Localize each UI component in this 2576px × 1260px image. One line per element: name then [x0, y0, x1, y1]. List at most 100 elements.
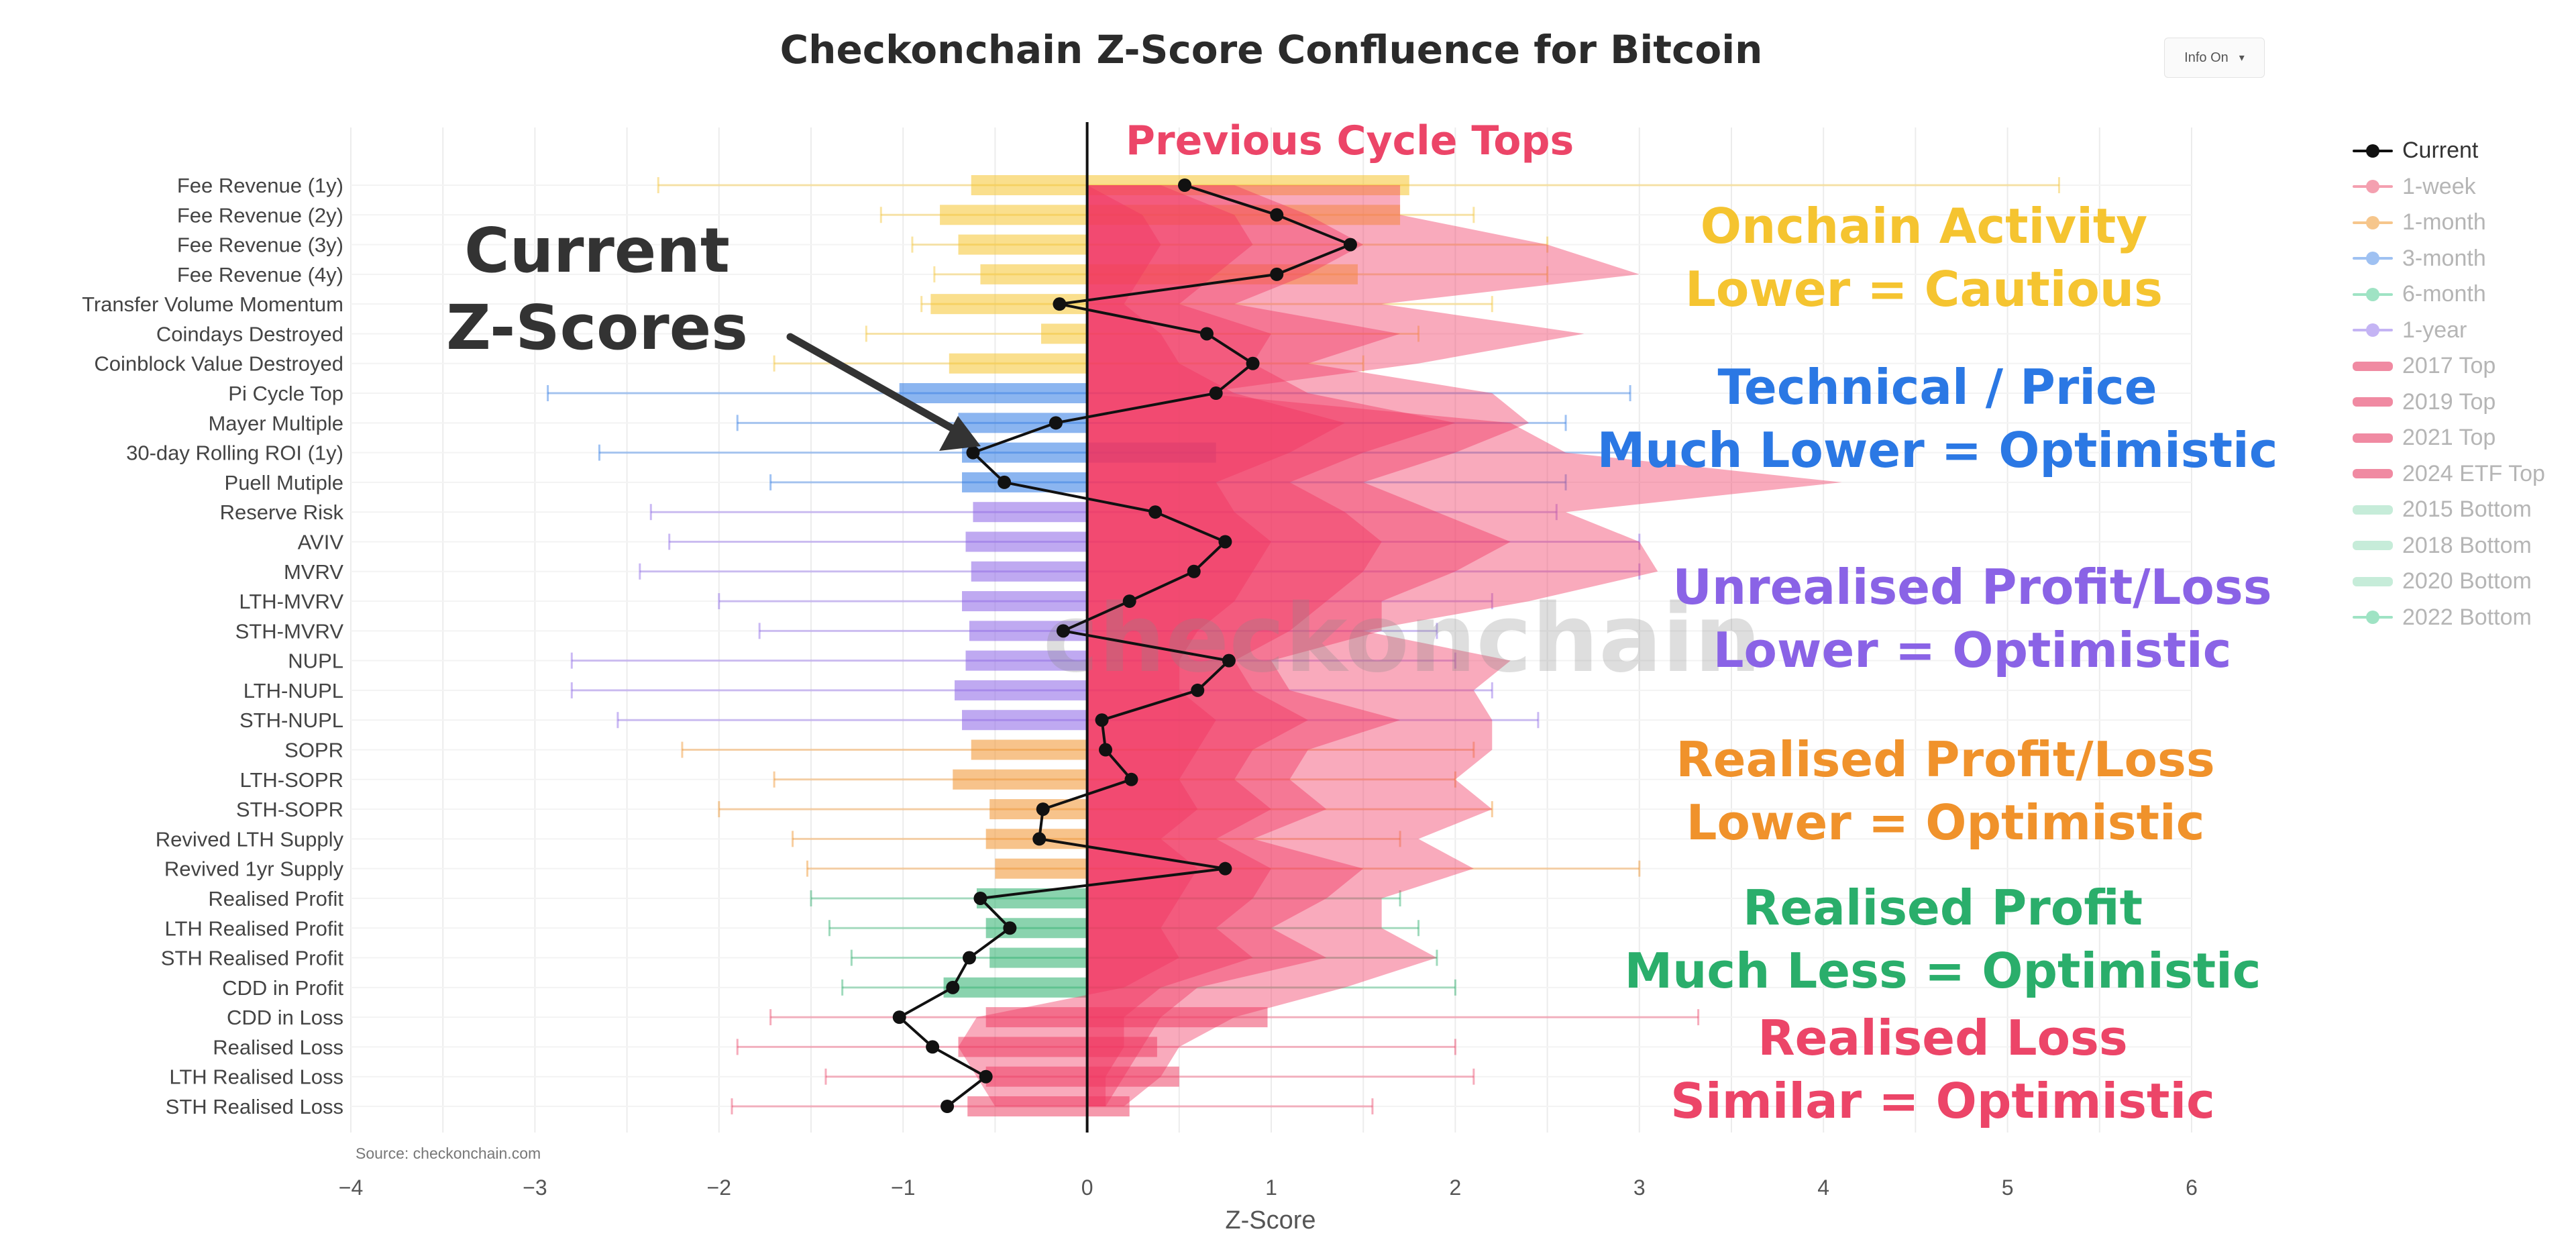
category-label: Realised Loss: [213, 1035, 343, 1059]
current-point: [1053, 297, 1067, 311]
category-annotation: Realised Profit/Loss Lower = Optimistic: [1597, 728, 2294, 854]
current-point: [1218, 535, 1232, 549]
annotation-line: Lower = Optimistic: [1686, 794, 2205, 851]
current-series: [892, 178, 1357, 1113]
iqr-bar: [958, 234, 1087, 255]
legend-line-dot-icon: [2351, 141, 2394, 161]
chart-title: Checkonchain Z-Score Confluence for Bitc…: [780, 27, 1763, 72]
x-tick-label: 0: [1081, 1175, 1093, 1200]
legend-label: 2024 ETF Top: [2402, 460, 2545, 486]
watermark: checkonchain: [1043, 584, 1762, 694]
current-z-scores-label-line2: Z-Scores: [446, 292, 748, 364]
x-tick-labels: −4 −3 −2 −1 0 1 2 3 4 5 6: [339, 1175, 2198, 1200]
category-label: Fee Revenue (3y): [177, 233, 343, 257]
source-note: Source: checkonchain.com: [356, 1145, 541, 1162]
iqr-bar: [958, 413, 1087, 433]
category-annotation: Onchain Activity Lower = Cautious: [1575, 195, 2273, 321]
current-point: [892, 1010, 906, 1025]
legend-label: 1-week: [2402, 173, 2476, 199]
legend-item[interactable]: 2022 Bottom: [2351, 600, 2573, 636]
current-point: [1056, 624, 1070, 638]
category-labels: Fee Revenue (1y) Fee Revenue (2y) Fee Reve…: [82, 174, 343, 1118]
iqr-bar: [985, 1066, 1179, 1087]
category-label: STH Realised Loss: [166, 1095, 343, 1118]
iqr-bar: [899, 383, 1087, 404]
category-annotation: Technical / Price Much Lower = Optimistic: [1589, 356, 2286, 482]
category-label: Mayer Multiple: [208, 411, 343, 435]
legend-item[interactable]: 1-week: [2351, 169, 2573, 205]
annotation-line: Realised Profit/Loss: [1676, 731, 2215, 788]
x-tick-label: 5: [2002, 1175, 2014, 1200]
x-tick-label: 6: [2186, 1175, 2198, 1200]
category-label: STH-SOPR: [236, 798, 343, 821]
info-toggle-dropdown[interactable]: Info On ▾: [2164, 38, 2265, 78]
cycle-top-areas: [958, 185, 1842, 1106]
legend-band-icon: [2351, 464, 2394, 484]
iqr-bar: [962, 710, 1087, 731]
legend-item[interactable]: 1-month: [2351, 205, 2573, 241]
annotation-line: Onchain Activity: [1700, 198, 2148, 254]
current-point: [1343, 238, 1357, 252]
iqr-bar: [973, 502, 1087, 523]
legend-item[interactable]: 2024 ETF Top: [2351, 456, 2573, 492]
category-label: Puell Mutiple: [225, 471, 343, 494]
legend-item[interactable]: 2018 Bottom: [2351, 528, 2573, 564]
current-point: [1209, 386, 1223, 401]
legend-item[interactable]: 2017 Top: [2351, 348, 2573, 384]
iqr-bar: [965, 531, 1087, 552]
caret-down-icon: ▾: [2239, 52, 2245, 64]
x-tick-label: −2: [707, 1175, 731, 1200]
legend-line-dot-icon: [2351, 176, 2394, 197]
legend-line-dot-icon: [2351, 320, 2394, 340]
current-point: [941, 1100, 955, 1113]
current-point: [1049, 416, 1063, 430]
current-point: [1124, 772, 1138, 786]
cycle-top-area: [1087, 185, 1456, 1106]
legend-item[interactable]: 6-month: [2351, 276, 2573, 313]
legend-line-dot-icon: [2351, 284, 2394, 305]
legend-label: 6-month: [2402, 281, 2486, 307]
category-label: Revived 1yr Supply: [164, 857, 344, 881]
annotation-line: Lower = Optimistic: [1713, 622, 2232, 678]
iqr-bar: [989, 947, 1087, 968]
legend-label: 2018 Bottom: [2402, 532, 2532, 558]
category-label: LTH-SOPR: [240, 768, 343, 792]
annotation-line: Lower = Cautious: [1684, 261, 2163, 317]
annotation-line: Unrealised Profit/Loss: [1672, 559, 2272, 615]
legend-band-icon: [2351, 428, 2394, 448]
legend-item[interactable]: 2015 Bottom: [2351, 492, 2573, 528]
legend-label: 2022 Bottom: [2402, 604, 2532, 630]
category-label: Coinblock Value Destroyed: [94, 352, 343, 376]
iqr-bar: [967, 1096, 1130, 1116]
category-annotation: Unrealised Profit/Loss Lower = Optimistic: [1623, 556, 2321, 682]
category-label: 30-day Rolling ROI (1y): [126, 441, 343, 465]
legend-item[interactable]: 2019 Top: [2351, 384, 2573, 421]
legend-label: Current: [2402, 138, 2479, 164]
category-label: LTH Realised Loss: [169, 1065, 343, 1089]
current-point: [1003, 921, 1017, 935]
legend-item[interactable]: Current: [2351, 133, 2573, 169]
iqr-bar: [953, 769, 1087, 790]
legend-item[interactable]: 3-month: [2351, 241, 2573, 277]
legend-band-icon: [2351, 356, 2394, 376]
iqr-bar: [985, 1007, 1268, 1028]
current-point: [1178, 178, 1192, 192]
category-label: Coindays Destroyed: [156, 322, 343, 346]
current-point: [966, 445, 980, 460]
current-point: [962, 951, 976, 965]
legend-label: 2021 Top: [2402, 425, 2496, 451]
current-point: [1148, 505, 1163, 519]
cycle-top-area: [1087, 185, 1529, 1106]
current-point: [979, 1069, 993, 1084]
iqr-bar-layer: [899, 175, 1409, 1116]
x-tick-label: −1: [891, 1175, 915, 1200]
legend-item[interactable]: 2021 Top: [2351, 420, 2573, 456]
x-tick-label: 3: [1633, 1175, 1646, 1200]
iqr-bar: [940, 205, 1401, 225]
legend-line-dot-icon: [2351, 213, 2394, 233]
legend-item[interactable]: 1-year: [2351, 313, 2573, 349]
legend-item[interactable]: 2020 Bottom: [2351, 564, 2573, 600]
iqr-bar: [995, 858, 1087, 879]
current-point: [946, 980, 960, 994]
iqr-bar: [971, 561, 1087, 582]
